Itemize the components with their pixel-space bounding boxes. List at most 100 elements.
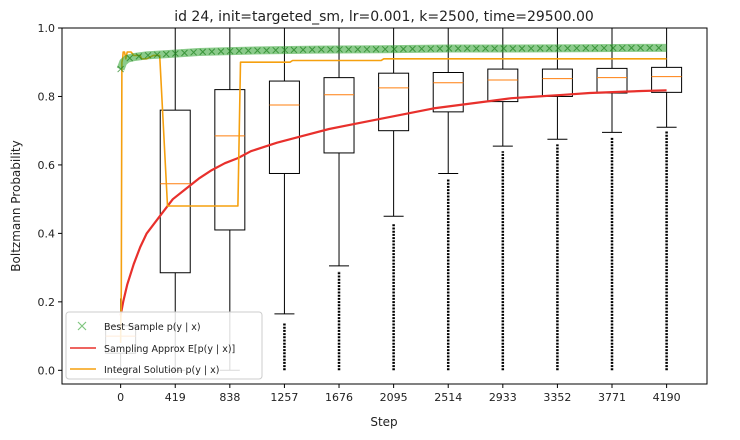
box-plot-2514 <box>432 28 464 371</box>
box-iqr <box>378 72 410 132</box>
best-sample-point <box>445 45 453 52</box>
box-iqr <box>214 89 246 231</box>
box-plot-1257 <box>268 28 300 371</box>
best-sample-point <box>454 45 462 52</box>
best-sample-point <box>235 47 243 55</box>
legend-entry-sampling-approx: Sampling Approx E[p(y | x)] <box>70 344 235 355</box>
best-sample-point <box>555 44 562 52</box>
best-sample-point <box>527 45 535 52</box>
best-sample-point <box>418 45 425 53</box>
best-sample-point <box>290 46 298 54</box>
best-sample-point <box>518 45 526 52</box>
box-plot-2095 <box>378 28 410 371</box>
box-iqr <box>596 67 628 94</box>
best-sample-point <box>208 48 216 55</box>
box-plot-3352 <box>541 28 573 371</box>
best-sample-point <box>181 49 188 57</box>
box-iqr <box>268 80 300 174</box>
best-sample-point <box>491 45 498 52</box>
box-plot-3771 <box>596 28 628 371</box>
y-tick-label: 0.4 <box>38 227 56 240</box>
x-tick-label: 2933 <box>489 391 517 404</box>
best-sample-point <box>226 47 234 55</box>
x-tick-label: 2095 <box>380 391 408 404</box>
box-plot-4190 <box>651 28 683 371</box>
best-sample-point <box>308 46 316 53</box>
box-plot-419 <box>159 28 191 371</box>
x-axis-label: Step <box>370 415 397 429</box>
best-sample-point <box>509 45 517 52</box>
legend-label: Sampling Approx E[p(y | x)] <box>104 344 235 355</box>
box-plot-1676 <box>323 28 355 371</box>
best-sample-point <box>217 48 225 55</box>
best-sample-point <box>244 47 252 55</box>
best-sample-point <box>482 45 489 52</box>
x-tick-label: 4190 <box>653 391 681 404</box>
x-tick-label: 419 <box>165 391 186 404</box>
best-sample-point <box>372 45 380 53</box>
best-sample-point <box>162 50 170 58</box>
best-sample-point <box>272 46 280 54</box>
y-axis-label: Boltzmann Probability <box>9 140 23 271</box>
best-sample-point <box>354 45 362 53</box>
best-sample-point <box>281 46 289 54</box>
best-sample-point <box>327 46 334 53</box>
best-sample-point <box>144 51 152 59</box>
best-sample-point <box>500 45 508 52</box>
chart-title: id 24, init=targeted_sm, lr=0.001, k=250… <box>174 9 594 25</box>
box-iqr <box>651 66 683 93</box>
x-tick-label: 838 <box>219 391 240 404</box>
best-sample-point <box>409 45 416 53</box>
legend-label: Best Sample p(y | x) <box>104 322 201 333</box>
best-sample-point <box>299 46 307 54</box>
best-sample-point <box>345 46 353 53</box>
best-sample-point <box>655 44 663 52</box>
y-tick-label: 0.2 <box>38 296 56 309</box>
x-axis-ticks: 0 419 838 1257 1676 2095 2514 2933 3352 3771 4190 <box>117 384 681 404</box>
y-tick-label: 0.6 <box>38 159 56 172</box>
legend-label: Integral Solution p(y | x) <box>104 365 219 376</box>
y-tick-label: 0.0 <box>38 364 56 377</box>
y-tick-label: 1.0 <box>38 22 56 35</box>
best-sample-point <box>427 45 435 53</box>
best-sample-point <box>463 45 471 52</box>
box-iqr <box>323 77 355 154</box>
best-sample-point <box>473 45 480 52</box>
best-sample-point <box>637 44 644 52</box>
best-sample-point <box>400 45 407 53</box>
best-sample-point <box>646 44 654 52</box>
best-sample-point <box>126 54 134 62</box>
best-sample-point <box>117 65 124 73</box>
best-sample-point <box>618 44 626 52</box>
best-sample-point <box>582 44 590 52</box>
best-sample-point <box>545 44 553 52</box>
plot-frame <box>61 27 708 385</box>
best-sample-point <box>172 50 179 57</box>
y-axis-ticks: 0.0 0.2 0.4 0.6 0.8 1.0 <box>38 22 62 377</box>
x-tick-label: 0 <box>117 391 124 404</box>
best-sample-point <box>381 45 389 53</box>
best-sample-point <box>317 46 325 53</box>
series-best-sample-markers <box>116 43 667 73</box>
x-tick-label: 2514 <box>434 391 462 404</box>
x-tick-label: 1676 <box>325 391 353 404</box>
x-tick-label: 3352 <box>543 391 571 404</box>
box-plot-2933 <box>487 28 519 371</box>
box-iqr <box>541 68 573 97</box>
legend-entry-best-sample: Best Sample p(y | x) <box>77 321 201 333</box>
legend: Best Sample p(y | x) Sampling Approx E[p… <box>65 311 263 380</box>
x-marker-icon <box>77 321 87 331</box>
y-tick-label: 0.8 <box>38 90 56 103</box>
box-iqr <box>159 109 191 274</box>
best-sample-point <box>436 45 444 52</box>
best-sample-point <box>609 44 617 52</box>
x-tick-label: 3771 <box>598 391 626 404</box>
best-sample-point <box>573 44 581 52</box>
box-iqr <box>487 68 519 103</box>
best-sample-point <box>263 46 270 54</box>
best-sample-point <box>591 44 599 52</box>
best-sample-point <box>600 44 608 52</box>
x-tick-label: 1257 <box>270 391 298 404</box>
legend-box <box>65 311 263 380</box>
